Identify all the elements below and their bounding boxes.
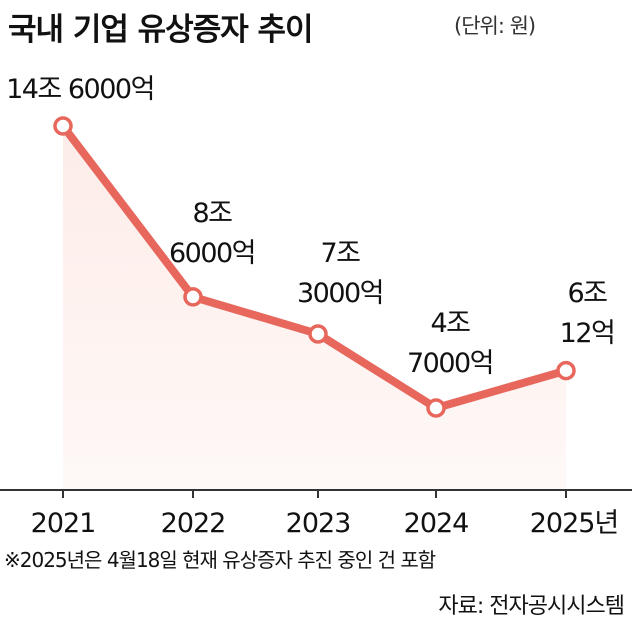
data-label: 3000억 [297,278,383,309]
data-point [426,398,446,418]
x-tick-label: 2023 [286,508,351,539]
x-tick-label: 2025년 [530,508,619,539]
data-label: 7000억 [407,348,493,379]
x-tick-label: 2022 [161,508,226,539]
unit-label: (단위: 원) [454,14,536,38]
data-point [53,116,73,136]
footnote: ※2025년은 4월18일 현재 유상증자 추진 중인 건 포함 [4,548,436,572]
chart-title: 국내 기업 유상증자 추이 [8,12,314,48]
data-label: 7조 [320,238,360,269]
data-label: 6조 [567,278,607,309]
data-label: 12억 [560,318,615,349]
data-point [556,360,576,381]
data-label: 14조 6000억 [6,74,154,105]
x-tick-label: 2024 [404,508,469,539]
x-tick-label: 2021 [31,508,96,539]
data-point [308,324,328,344]
source-note: 자료: 전자공시시스템 [438,594,625,619]
data-label: 6000억 [169,238,255,269]
line-chart: 2021 2022 2023 2024 2025년 14조 6000억 8조 6000억 7조 3… [0,74,632,539]
data-label: 4조 [430,308,470,339]
data-point [183,287,203,307]
area-fill [63,126,566,490]
data-label: 8조 [192,198,232,229]
